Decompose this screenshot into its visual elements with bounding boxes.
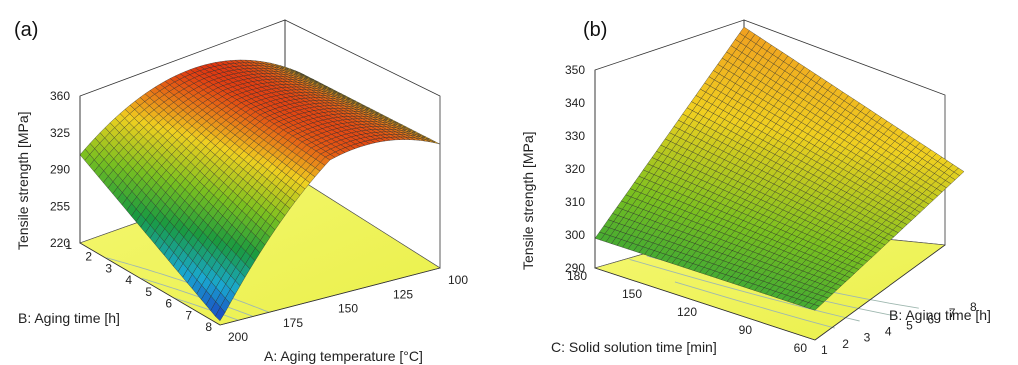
x-tick-label: 150 <box>622 287 642 301</box>
y-tick-label: 4 <box>125 273 132 287</box>
z-tick-label: 360 <box>50 89 70 103</box>
z-tick-label: 300 <box>565 228 585 242</box>
z-tick-label: 350 <box>565 63 585 77</box>
z-tick-label: 290 <box>565 261 585 275</box>
z-tick-label: 290 <box>50 163 70 177</box>
x-tick-label: 100 <box>448 273 468 287</box>
floor-contour-line <box>629 258 860 322</box>
x-tick-label: 60 <box>794 341 808 355</box>
x-axis-label: C: Solid solution time [min] <box>551 339 717 355</box>
y-tick-label: 6 <box>165 297 172 311</box>
x-tick-label: 90 <box>739 323 753 337</box>
y-axis-label: B: Aging time [h] <box>18 310 120 326</box>
surface-cell <box>809 304 820 311</box>
z-tick-label: 320 <box>565 162 585 176</box>
x-axis-line <box>219 267 441 326</box>
y-tick-label: 8 <box>970 300 977 314</box>
y-tick-label: 6 <box>927 312 934 326</box>
panel-label: (b) <box>583 19 607 41</box>
panel-label: (a) <box>14 19 38 41</box>
floor-contour-line <box>173 297 239 321</box>
x-axis-label: A: Aging temperature [°C] <box>264 348 423 364</box>
x-tick-label: 125 <box>393 287 413 301</box>
z-tick-label: 310 <box>565 195 585 209</box>
y-tick-label: 3 <box>105 261 112 275</box>
response-surface <box>594 26 965 311</box>
surface-plot-b: 290 300 310 320 330 340 350 180 150 120 90 60 1 2 3 4 5 6… <box>520 19 991 357</box>
z-axis-label: Tensile strength [MPa] <box>15 111 31 250</box>
x-tick-label: 175 <box>283 316 303 330</box>
y-tick-label: 1 <box>65 238 72 252</box>
z-axis-label: Tensile strength [MPa] <box>520 131 536 270</box>
x-tick-label: 150 <box>338 302 358 316</box>
y-axis-label: B: Aging time [h] <box>889 307 991 323</box>
y-tick-label: 8 <box>205 320 212 334</box>
y-tick-label: 4 <box>885 325 892 339</box>
z-tick-label: 220 <box>50 236 70 250</box>
x-tick-label: 200 <box>228 330 248 344</box>
y-tick-label: 5 <box>906 318 913 332</box>
chart-panel-a: 220 255 290 325 360 1 2 3 4 5 6 7 8 200 175 150 125 100 (… <box>14 19 468 364</box>
response-surface <box>79 59 441 322</box>
z-tick-label: 340 <box>565 96 585 110</box>
y-tick-label: 7 <box>949 306 956 320</box>
surface-cell <box>215 306 226 322</box>
z-tick-label: 255 <box>50 199 70 213</box>
chart-panel-b: 290 300 310 320 330 340 350 180 150 120 90 60 1 2 3 4 5 6… <box>515 0 1018 365</box>
y-tick-label: 2 <box>842 337 849 351</box>
y-tick-label: 1 <box>821 343 828 357</box>
y-tick-label: 3 <box>864 331 871 345</box>
x-tick-label: 180 <box>567 269 587 283</box>
y-axis-line <box>814 244 946 341</box>
y-axis-line <box>79 242 221 326</box>
y-tick-label: 7 <box>185 308 192 322</box>
z-tick-label: 330 <box>565 129 585 143</box>
z-tick-label: 325 <box>50 126 70 140</box>
x-axis-line <box>594 267 816 341</box>
y-tick-label: 5 <box>145 285 152 299</box>
floor-contour-line <box>674 281 835 329</box>
x-tick-label: 120 <box>677 305 697 319</box>
y-tick-label: 2 <box>85 250 92 264</box>
